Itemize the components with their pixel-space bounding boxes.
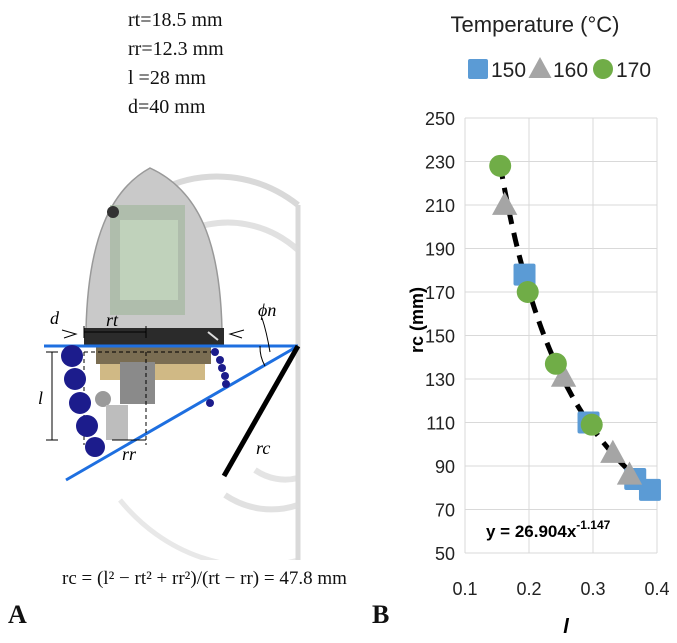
parameter-list: rt=18.5 mm rr=12.3 mm l =28 mm d=40 mm — [128, 6, 224, 122]
fit-equation: y = 26.904x-1.147 — [486, 518, 611, 541]
legend-label: 150 — [491, 59, 526, 82]
legend-label: 170 — [616, 59, 651, 82]
scatter-chart: Temperature (°C) 150 160 170 50 70 90 110 130 1… — [407, 12, 670, 638]
label-phi: ϕn — [258, 300, 276, 320]
bead-trail — [61, 345, 230, 457]
label-l: l — [38, 388, 43, 408]
turning-arcs — [118, 173, 301, 560]
panel-label-b: B — [372, 600, 390, 629]
rc-formula: rc = (l² − rt² + rr²)/(rt − rr) = 47.8 m… — [62, 568, 347, 589]
x-tick-label: 0.3 — [580, 579, 605, 599]
y-axis-ticks: 50 70 90 110 130 150 170 190 210 230 250 — [425, 109, 455, 564]
point-square — [638, 478, 661, 501]
geometry-lines — [44, 317, 301, 482]
chart-title: Temperature (°C) — [451, 12, 620, 37]
x-tick-label: 0.2 — [516, 579, 541, 599]
label-rc: rc — [256, 438, 270, 458]
legend: 150 160 170 — [468, 57, 651, 82]
robot-body — [84, 167, 224, 440]
chart-grid — [464, 117, 658, 554]
point-triangle — [616, 461, 643, 485]
fit-equation-exponent: -1.147 — [576, 518, 610, 532]
point-triangle — [550, 363, 577, 387]
point-square — [513, 263, 536, 286]
y-tick-label: 170 — [425, 283, 455, 303]
legend-marker-triangle — [528, 57, 552, 78]
legend-label: 160 — [553, 59, 588, 82]
legend-marker-circle — [593, 59, 613, 79]
param-l: l =28 mm — [128, 67, 206, 89]
param-d: d=40 mm — [128, 96, 206, 118]
panel-a: rt=18.5 mm rr=12.3 mm l =28 mm d=40 mm — [8, 6, 347, 629]
y-axis-label: rc (mm) — [407, 287, 427, 353]
label-rr: rr — [122, 444, 137, 464]
x-axis-label: l — [563, 616, 569, 638]
diagram-labels: d rt l rr rc ϕn — [38, 300, 276, 464]
label-d: d — [50, 308, 60, 328]
robot-diagram: d rt l rr rc ϕn — [38, 167, 301, 560]
y-tick-label: 250 — [425, 109, 455, 129]
fit-equation-base: y = 26.904x — [486, 522, 577, 541]
panel-b: Temperature (°C) 150 160 170 50 70 90 110 130 1… — [340, 0, 677, 638]
x-tick-label: 0.4 — [644, 579, 669, 599]
point-triangle — [492, 191, 518, 215]
param-rr: rr=12.3 mm — [128, 38, 224, 60]
power-fit-line — [497, 164, 654, 493]
y-tick-label: 70 — [435, 501, 455, 521]
y-tick-label: 50 — [435, 544, 455, 564]
point-triangle — [600, 439, 626, 463]
panel-label-a: A — [8, 600, 27, 629]
y-tick-label: 110 — [426, 414, 455, 434]
y-tick-label: 90 — [435, 457, 455, 477]
legend-marker-square — [468, 59, 488, 79]
y-tick-label: 130 — [425, 370, 455, 390]
point-circle — [489, 154, 512, 177]
point-circle — [544, 352, 567, 375]
y-tick-label: 150 — [425, 327, 455, 347]
y-tick-label: 210 — [425, 196, 455, 216]
y-tick-label: 230 — [425, 153, 455, 173]
param-rt: rt=18.5 mm — [128, 9, 223, 31]
data-points — [489, 154, 661, 501]
y-tick-label: 190 — [425, 240, 455, 260]
x-axis-ticks: 0.1 0.2 0.3 0.4 — [452, 579, 669, 599]
point-circle — [516, 281, 539, 303]
label-rt: rt — [106, 310, 119, 330]
point-circle — [580, 413, 603, 436]
x-tick-label: 0.1 — [452, 579, 477, 599]
